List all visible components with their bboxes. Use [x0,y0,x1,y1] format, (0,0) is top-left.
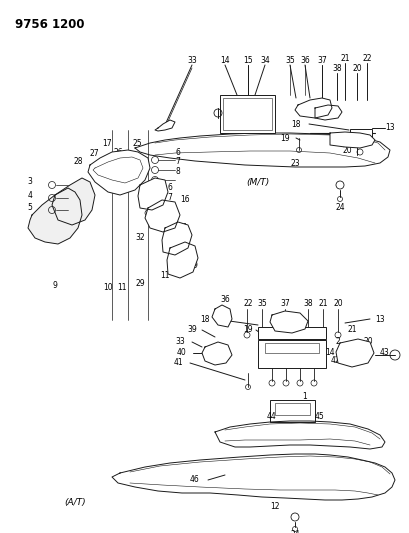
Text: 14: 14 [220,55,229,64]
Text: 13: 13 [374,314,384,324]
Polygon shape [88,150,150,195]
Text: 8: 8 [159,204,164,213]
Polygon shape [329,132,374,148]
Text: 34: 34 [259,55,269,64]
Text: 37: 37 [279,300,289,309]
Text: 18: 18 [290,119,300,128]
Text: 21: 21 [339,53,349,62]
Text: 43: 43 [379,349,389,358]
Polygon shape [166,242,198,278]
Text: 22: 22 [362,53,371,62]
Text: 6: 6 [175,148,180,157]
Bar [274,403,309,415]
Text: (A/T): (A/T) [64,498,85,507]
Text: 11: 11 [160,271,169,279]
Text: 40: 40 [177,349,187,358]
Text: 5: 5 [27,204,32,213]
Text: 42: 42 [329,357,339,366]
Text: 7: 7 [175,157,180,166]
Text: 45: 45 [315,413,324,422]
Text: 21: 21 [346,326,356,335]
Text: 9756 1200: 9756 1200 [15,18,84,31]
Text: 30: 30 [147,215,157,224]
Text: 20: 20 [333,300,342,309]
Text: 33: 33 [175,337,184,346]
Circle shape [354,138,359,142]
Text: 35: 35 [284,55,294,64]
Polygon shape [202,342,231,365]
Text: 19: 19 [243,326,252,335]
Bar [257,340,325,368]
Text: 36: 36 [299,55,309,64]
Text: 10: 10 [173,240,182,249]
Text: 35: 35 [256,300,266,309]
Text: 33: 33 [187,55,196,64]
Text: 12: 12 [270,503,279,512]
Text: 8: 8 [175,167,180,176]
Polygon shape [270,311,307,333]
Text: 31: 31 [178,223,187,232]
Text: 9: 9 [52,280,57,289]
Text: 11: 11 [117,284,126,293]
Text: 41: 41 [173,359,182,367]
Text: 38: 38 [302,300,312,309]
Text: 44: 44 [267,413,276,422]
Text: 24: 24 [335,203,344,212]
Polygon shape [294,98,331,118]
Text: 29: 29 [135,279,144,287]
Text: 10: 10 [103,284,112,293]
Text: 15: 15 [243,55,252,64]
Polygon shape [145,200,180,232]
Text: 39: 39 [187,326,196,335]
Text: 20: 20 [351,63,361,72]
Text: 23: 23 [290,158,299,167]
Text: 4: 4 [27,190,32,199]
Text: 32: 32 [135,232,144,241]
Polygon shape [135,133,389,167]
Text: 22: 22 [243,300,252,309]
Text: 28: 28 [73,157,83,166]
Bar [257,327,325,339]
Text: 16: 16 [180,196,189,205]
Polygon shape [314,105,341,120]
Text: 13: 13 [384,123,394,132]
Text: 18: 18 [200,314,209,324]
Text: 2: 2 [335,337,339,346]
Text: 20: 20 [362,337,372,346]
Text: 38: 38 [331,63,341,72]
Text: 3: 3 [27,177,32,187]
Text: (M/T): (M/T) [246,179,269,188]
Text: 20: 20 [342,146,351,155]
Bar [349,129,371,137]
Polygon shape [52,178,95,225]
Bar [222,98,271,130]
Text: 36: 36 [220,295,229,303]
Text: 25: 25 [132,139,142,148]
Polygon shape [211,305,231,327]
Bar [264,343,318,353]
Text: 46: 46 [190,475,200,484]
Text: 21: 21 [317,300,327,309]
Text: 6: 6 [167,183,172,192]
Text: 24: 24 [290,530,299,533]
Polygon shape [112,454,394,500]
Text: 1: 1 [302,392,307,401]
Text: 17: 17 [102,139,112,148]
Polygon shape [155,120,175,131]
Text: 19: 19 [279,133,289,142]
Text: 21: 21 [342,138,351,147]
Bar [220,95,274,133]
Polygon shape [28,188,82,244]
Text: 7: 7 [167,193,172,203]
Polygon shape [138,178,168,210]
Polygon shape [335,339,373,367]
Text: 26: 26 [113,148,123,157]
Bar [270,400,314,422]
Text: 9: 9 [192,261,197,270]
Text: 27: 27 [89,149,99,157]
Polygon shape [162,222,191,255]
Text: 14: 14 [324,349,334,358]
Polygon shape [214,421,384,449]
Text: 37: 37 [316,55,326,64]
